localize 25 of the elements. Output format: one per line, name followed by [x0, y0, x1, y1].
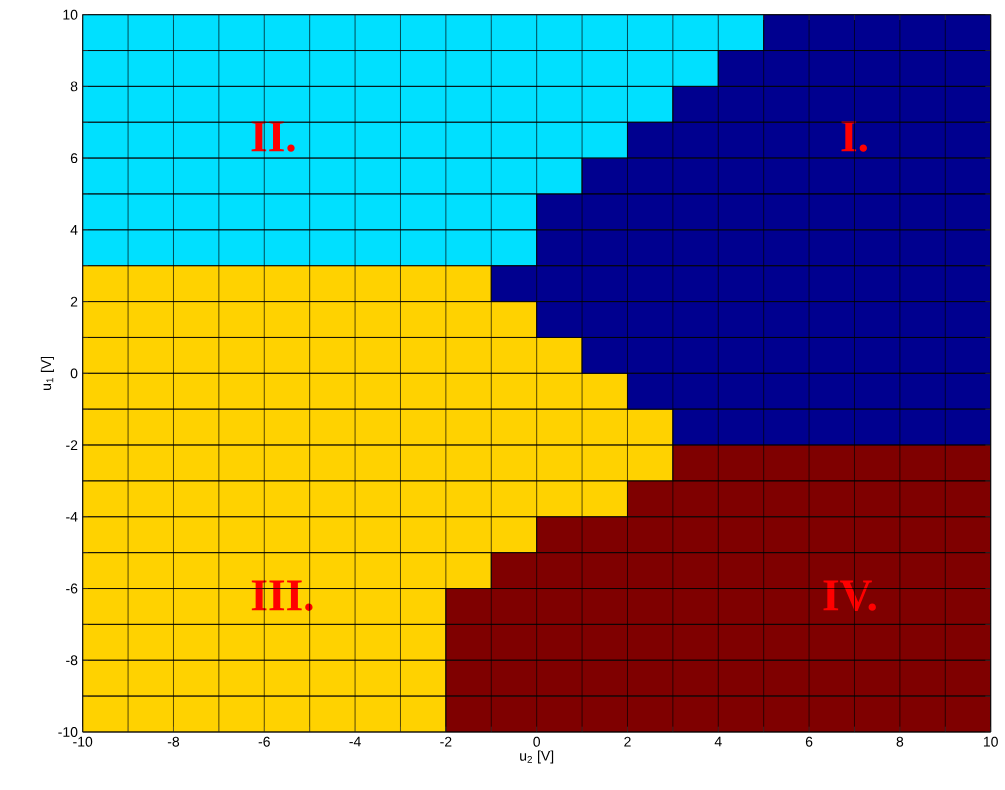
y-tick-label: 10	[63, 9, 78, 20]
y-tick-label: 6	[70, 153, 78, 164]
y-axis-title: u$_{1}$ [V]	[40, 356, 54, 390]
x-tick-label: 8	[896, 736, 904, 747]
x-tick-label: 6	[805, 736, 813, 747]
y-tick-label: -8	[66, 655, 78, 666]
y-tick-label: 4	[70, 225, 78, 235]
x-tick-label: -2	[440, 736, 452, 747]
y-tick-label: -6	[66, 583, 78, 594]
x-tick-label: 0	[533, 736, 541, 747]
y-tick-label: 8	[70, 81, 78, 92]
x-tick-label: -8	[167, 736, 180, 747]
y-tick-label: -2	[66, 440, 78, 450]
y-tick-label: 2	[70, 296, 78, 307]
y-tick-label: -10	[58, 727, 78, 737]
annotation: I.	[841, 121, 867, 152]
x-tick-label: 4	[714, 736, 722, 747]
x-tick-label: 10	[983, 736, 998, 747]
x-axis-title: u$_{2}$ [V]	[520, 750, 554, 764]
x-tick-label: -4	[349, 736, 361, 747]
y-tick-label: -4	[66, 512, 78, 522]
x-tick-label: 2	[624, 736, 631, 747]
x-tick-label: -6	[258, 736, 270, 747]
y-tick-label: 0	[70, 368, 78, 379]
annotation: II.	[251, 121, 295, 152]
